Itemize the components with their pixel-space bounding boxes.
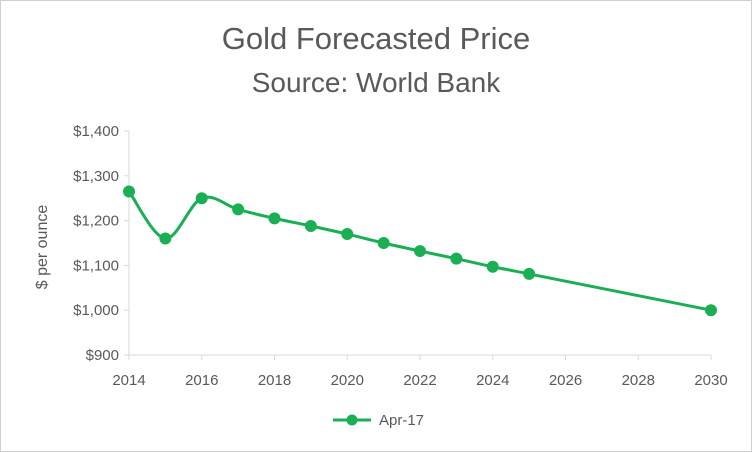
y-tick-label: $1,300: [73, 168, 119, 185]
x-tick-label: 2024: [476, 372, 509, 389]
x-tick-label: 2028: [622, 372, 655, 389]
x-tick-label: 2026: [549, 372, 582, 389]
legend-label: Apr-17: [379, 412, 424, 429]
chart-series-layer: [123, 185, 717, 317]
y-tick-label: $900: [86, 347, 119, 364]
chart-axes: $900 $1,000 $1,100 $1,200 $1,300 $1,400 2014 20…: [34, 123, 728, 389]
data-point: [377, 237, 390, 249]
x-tick-label: 2016: [185, 372, 218, 389]
data-point: [341, 228, 354, 241]
x-tick-label: 2030: [694, 372, 727, 389]
data-point: [232, 203, 245, 216]
chart-subtitle: Source: World Bank: [251, 67, 501, 98]
data-point: [486, 260, 499, 273]
data-point: [414, 245, 426, 258]
x-tick-label: 2014: [112, 372, 145, 389]
data-point: [450, 252, 463, 265]
y-tick-label: $1,100: [73, 257, 119, 274]
x-tick-label: 2018: [258, 372, 291, 389]
data-point: [705, 304, 717, 317]
legend-marker: [346, 414, 358, 426]
x-tick-label: 2020: [331, 372, 364, 389]
y-tick-label: $1,000: [73, 302, 119, 319]
x-tick-label: 2022: [403, 372, 436, 389]
y-tick-label: $1,200: [73, 213, 119, 230]
chart-title: Gold Forecasted Price: [221, 21, 531, 56]
data-point: [304, 219, 317, 232]
data-point: [195, 192, 208, 205]
data-point: [523, 267, 536, 280]
data-point: [159, 232, 172, 245]
data-point: [268, 212, 281, 225]
chart-legend: Apr-17: [333, 412, 424, 429]
y-axis-title: $ per ounce: [34, 205, 51, 290]
data-point: [123, 185, 135, 198]
y-tick-label: $1,400: [73, 123, 119, 140]
